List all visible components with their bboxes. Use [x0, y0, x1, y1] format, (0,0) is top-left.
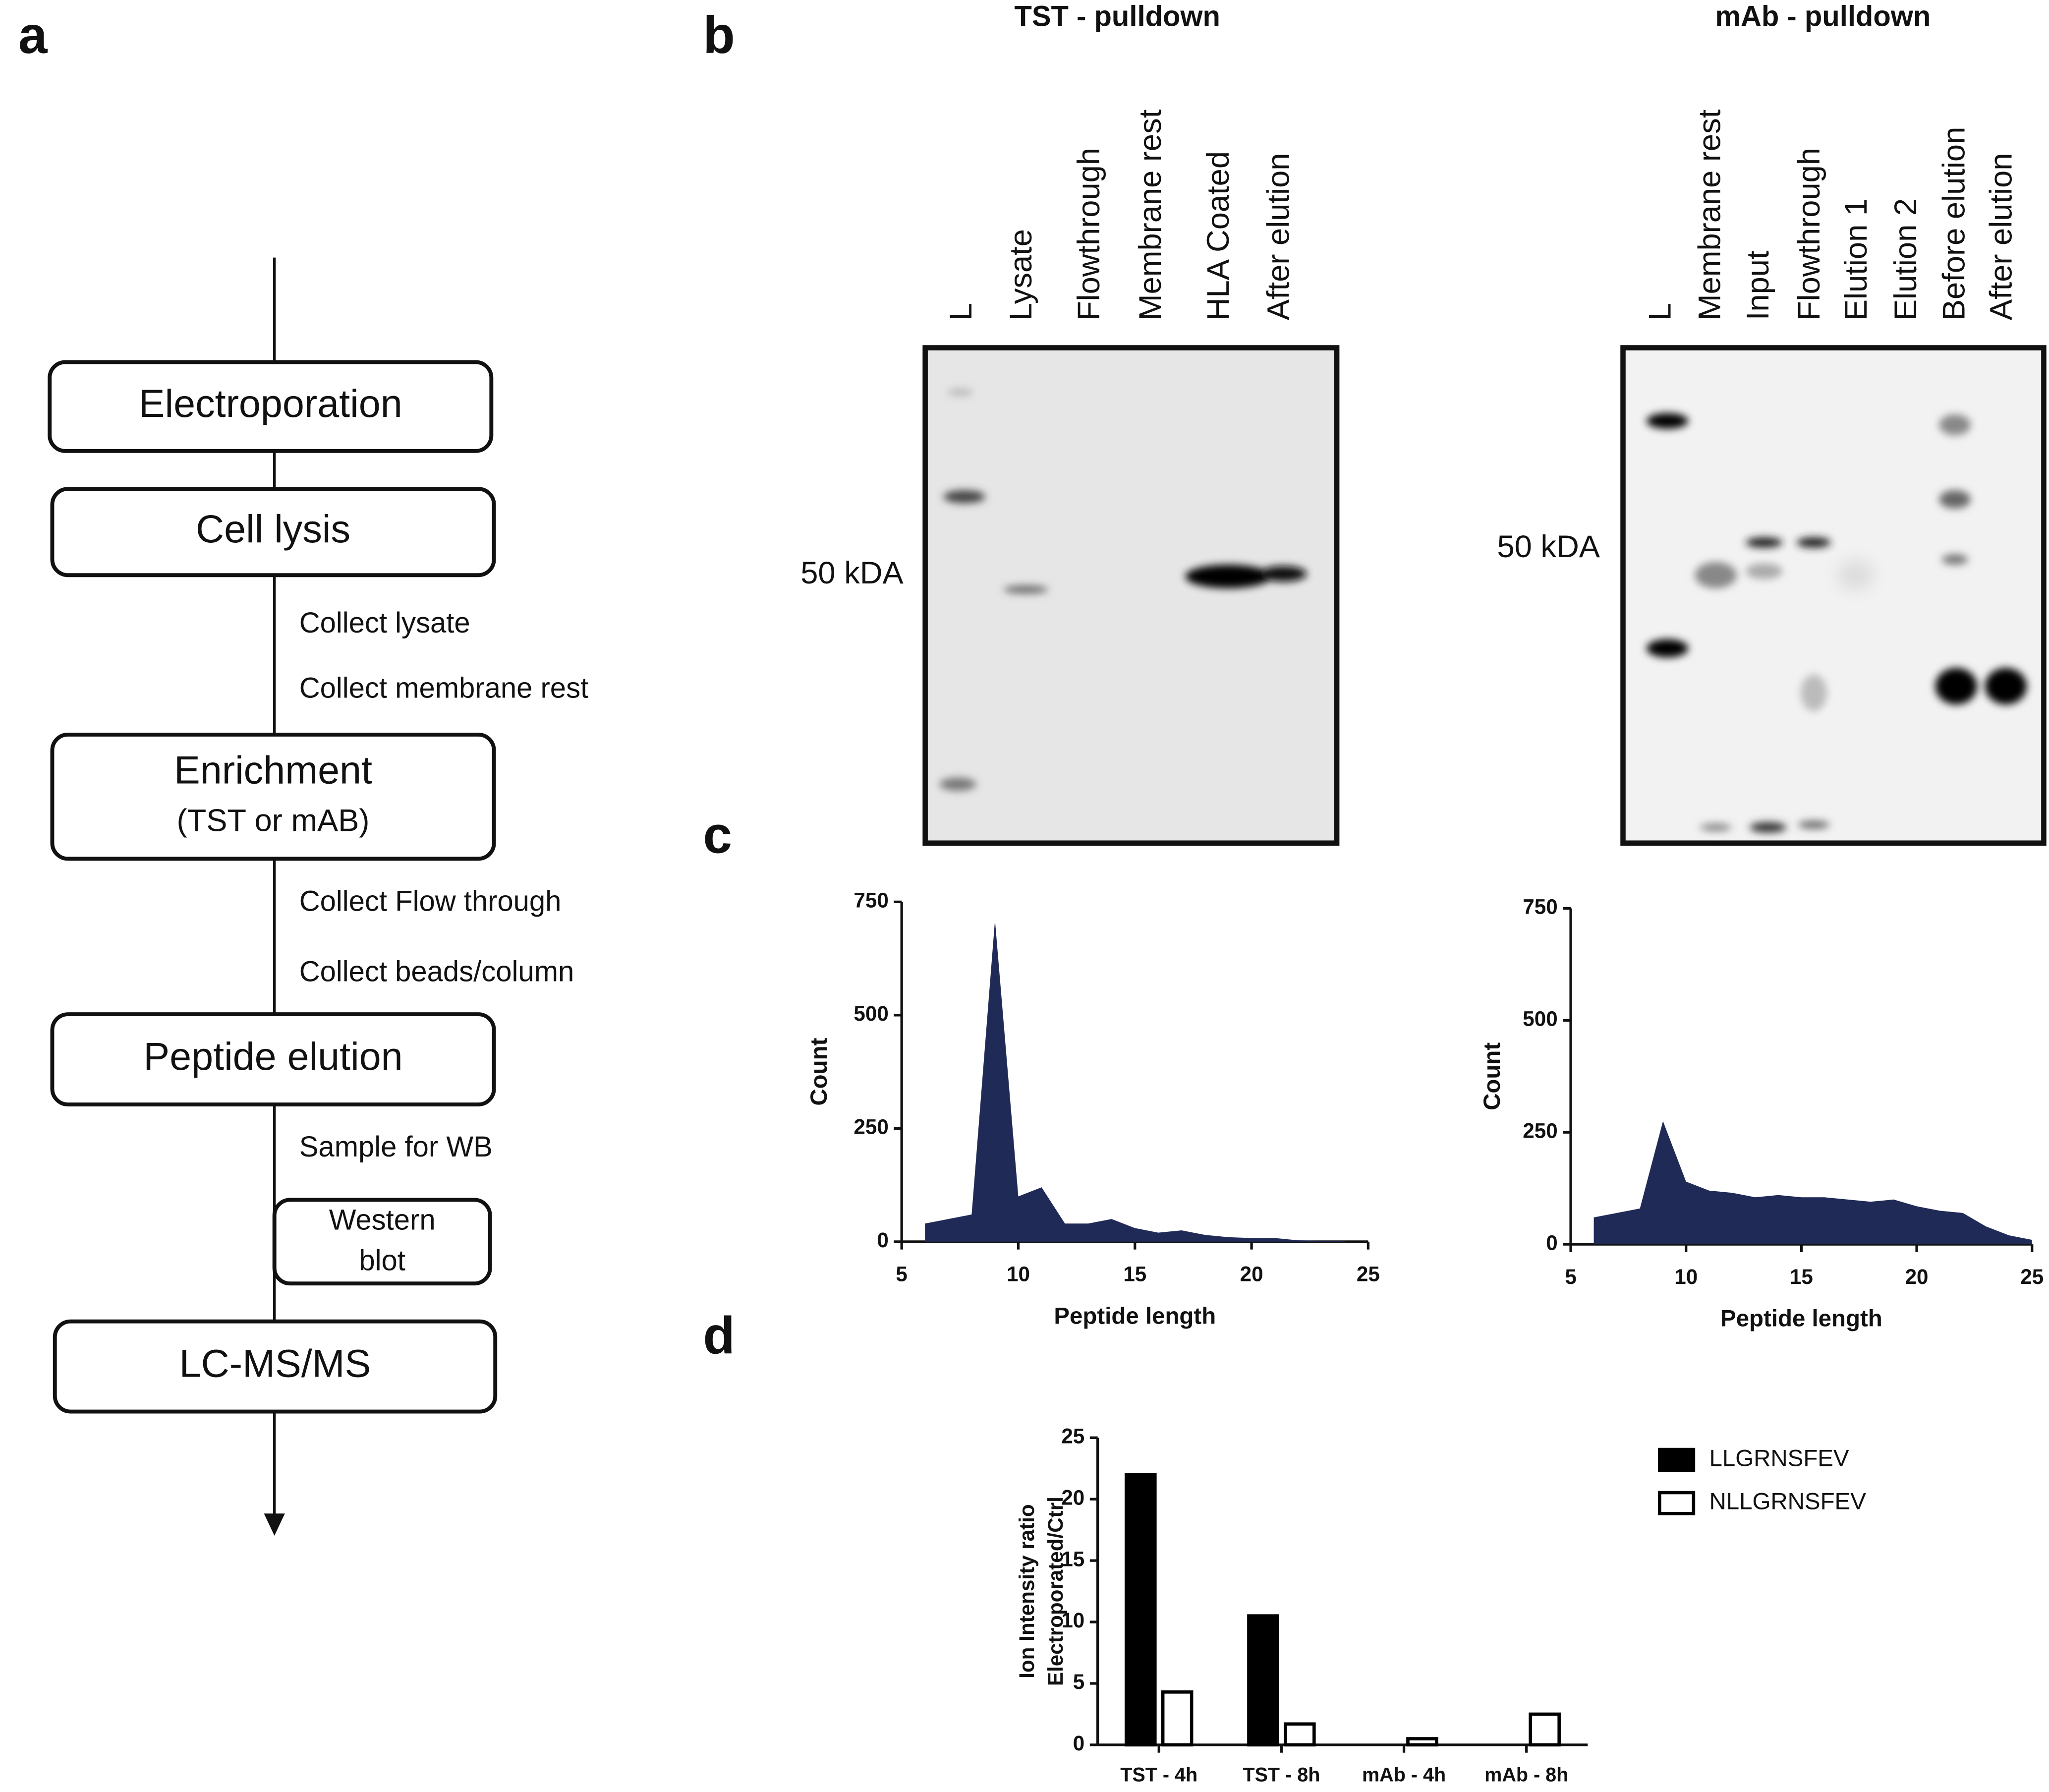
- flow-note: Collect membrane rest: [299, 672, 588, 704]
- flow-box: [53, 1319, 498, 1414]
- y-tick-label: 500: [854, 1002, 888, 1025]
- blot-marker: 50 kDA: [1497, 529, 1600, 564]
- blot-marker: 50 kDA: [800, 556, 904, 590]
- x-tick-label: 25: [2020, 1265, 2044, 1288]
- flow-box-label: Electroporation: [139, 381, 402, 425]
- flow-box-label: Cell lysis: [196, 507, 350, 551]
- blot-title: mAb - pulldown: [1715, 0, 1931, 32]
- lane-label: Flowthrough: [1072, 148, 1106, 320]
- legend-label: LLGRNSFEV: [1709, 1445, 1849, 1472]
- bar: [1406, 1737, 1438, 1747]
- x-axis-label: Peptide length: [1720, 1306, 1882, 1332]
- y-axis-label: Count: [1479, 1042, 1505, 1110]
- x-tick-label: 25: [1357, 1263, 1380, 1286]
- flow-box: [50, 487, 496, 578]
- bar: [1247, 1614, 1279, 1747]
- flow-box-label: Western: [329, 1204, 436, 1236]
- lane-label: Lysate: [1004, 229, 1038, 320]
- flow-box-label: LC-MS/MS: [179, 1341, 371, 1386]
- area: [925, 920, 1345, 1242]
- flow-note: Collect Flow through: [299, 885, 562, 917]
- x-tick-label: 5: [1565, 1265, 1576, 1288]
- lane-label: Before elution: [1937, 127, 1972, 320]
- x-tick-label: 5: [896, 1263, 907, 1286]
- y-tick-label: 250: [1523, 1119, 1557, 1142]
- blot-image-mab: [1620, 345, 2047, 846]
- flow-note: Collect lysate: [299, 607, 470, 639]
- flow-box: [50, 1012, 496, 1106]
- lane-label: Membrane rest: [1693, 109, 1727, 320]
- flow-arrowhead: [264, 1513, 285, 1536]
- lane-label: L: [1643, 303, 1677, 320]
- flow-box: [272, 1198, 492, 1286]
- legend-label: NLLGRNSFEV: [1709, 1489, 1867, 1515]
- panel-label: b: [703, 6, 735, 64]
- y-axis-label: Count: [806, 1038, 832, 1105]
- legend-swatch: [1658, 1491, 1696, 1515]
- y-tick-label: 25: [1061, 1424, 1084, 1447]
- y-tick-label: 500: [1523, 1007, 1557, 1031]
- y-tick-label: 0: [1073, 1732, 1084, 1755]
- x-tick-label: TST - 8h: [1243, 1764, 1320, 1786]
- legend-swatch: [1658, 1447, 1696, 1472]
- flow-box-label: (TST or mAB): [177, 804, 370, 838]
- y-axis-label: Ion Intensity ratio: [1015, 1504, 1038, 1678]
- flow-box-label: Enrichment: [174, 748, 372, 792]
- y-tick-label: 15: [1061, 1547, 1084, 1570]
- y-tick-label: 0: [877, 1228, 888, 1252]
- y-tick-label: 5: [1073, 1670, 1084, 1693]
- flow-box-label: Peptide elution: [143, 1034, 402, 1078]
- lane-label: Membrane rest: [1133, 109, 1168, 320]
- panel-label: d: [703, 1307, 735, 1365]
- y-tick-label: 750: [1523, 895, 1557, 919]
- lane-label: Elution 1: [1839, 198, 1874, 320]
- y-tick-label: 250: [854, 1115, 888, 1138]
- lane-label: HLA Coated: [1201, 151, 1236, 320]
- bar: [1161, 1690, 1194, 1747]
- lane-label: Input: [1741, 250, 1775, 320]
- area: [1594, 1121, 2032, 1245]
- x-tick-label: mAb - 4h: [1362, 1764, 1446, 1786]
- flow-note: Sample for WB: [299, 1131, 493, 1163]
- flow-box: [48, 360, 494, 453]
- lane-label: Elution 2: [1888, 198, 1923, 320]
- x-tick-label: 10: [1674, 1265, 1698, 1288]
- lane-label: After elution: [1984, 153, 2018, 321]
- y-axis-label: Electroporated/Ctrl: [1044, 1497, 1067, 1686]
- x-tick-label: 20: [1905, 1265, 1929, 1288]
- x-tick-label: TST - 4h: [1120, 1764, 1197, 1786]
- y-tick-label: 750: [854, 889, 888, 912]
- panel-label: a: [18, 6, 48, 64]
- bar: [1529, 1712, 1561, 1747]
- flow-box: [50, 732, 496, 861]
- bar: [1125, 1473, 1157, 1747]
- y-tick-label: 10: [1061, 1609, 1084, 1632]
- x-tick-label: 15: [1123, 1263, 1146, 1286]
- blot-image-tst: [922, 345, 1340, 846]
- x-tick-label: 20: [1240, 1263, 1263, 1286]
- x-tick-label: mAb - 8h: [1484, 1764, 1568, 1786]
- x-tick-label: 15: [1790, 1265, 1813, 1288]
- lane-label: L: [944, 303, 978, 320]
- lane-label: After elution: [1261, 153, 1296, 321]
- blot-title: TST - pulldown: [1014, 0, 1220, 32]
- x-axis-label: Peptide length: [1054, 1303, 1216, 1329]
- flow-note: Collect beads/column: [299, 956, 574, 988]
- y-tick-label: 0: [1546, 1231, 1557, 1254]
- panel-label: c: [703, 807, 732, 865]
- y-tick-label: 20: [1061, 1486, 1084, 1509]
- flow-box-label: blot: [359, 1244, 405, 1276]
- x-tick-label: 10: [1007, 1263, 1030, 1286]
- bar: [1284, 1722, 1316, 1747]
- lane-label: Flowthrough: [1792, 148, 1826, 320]
